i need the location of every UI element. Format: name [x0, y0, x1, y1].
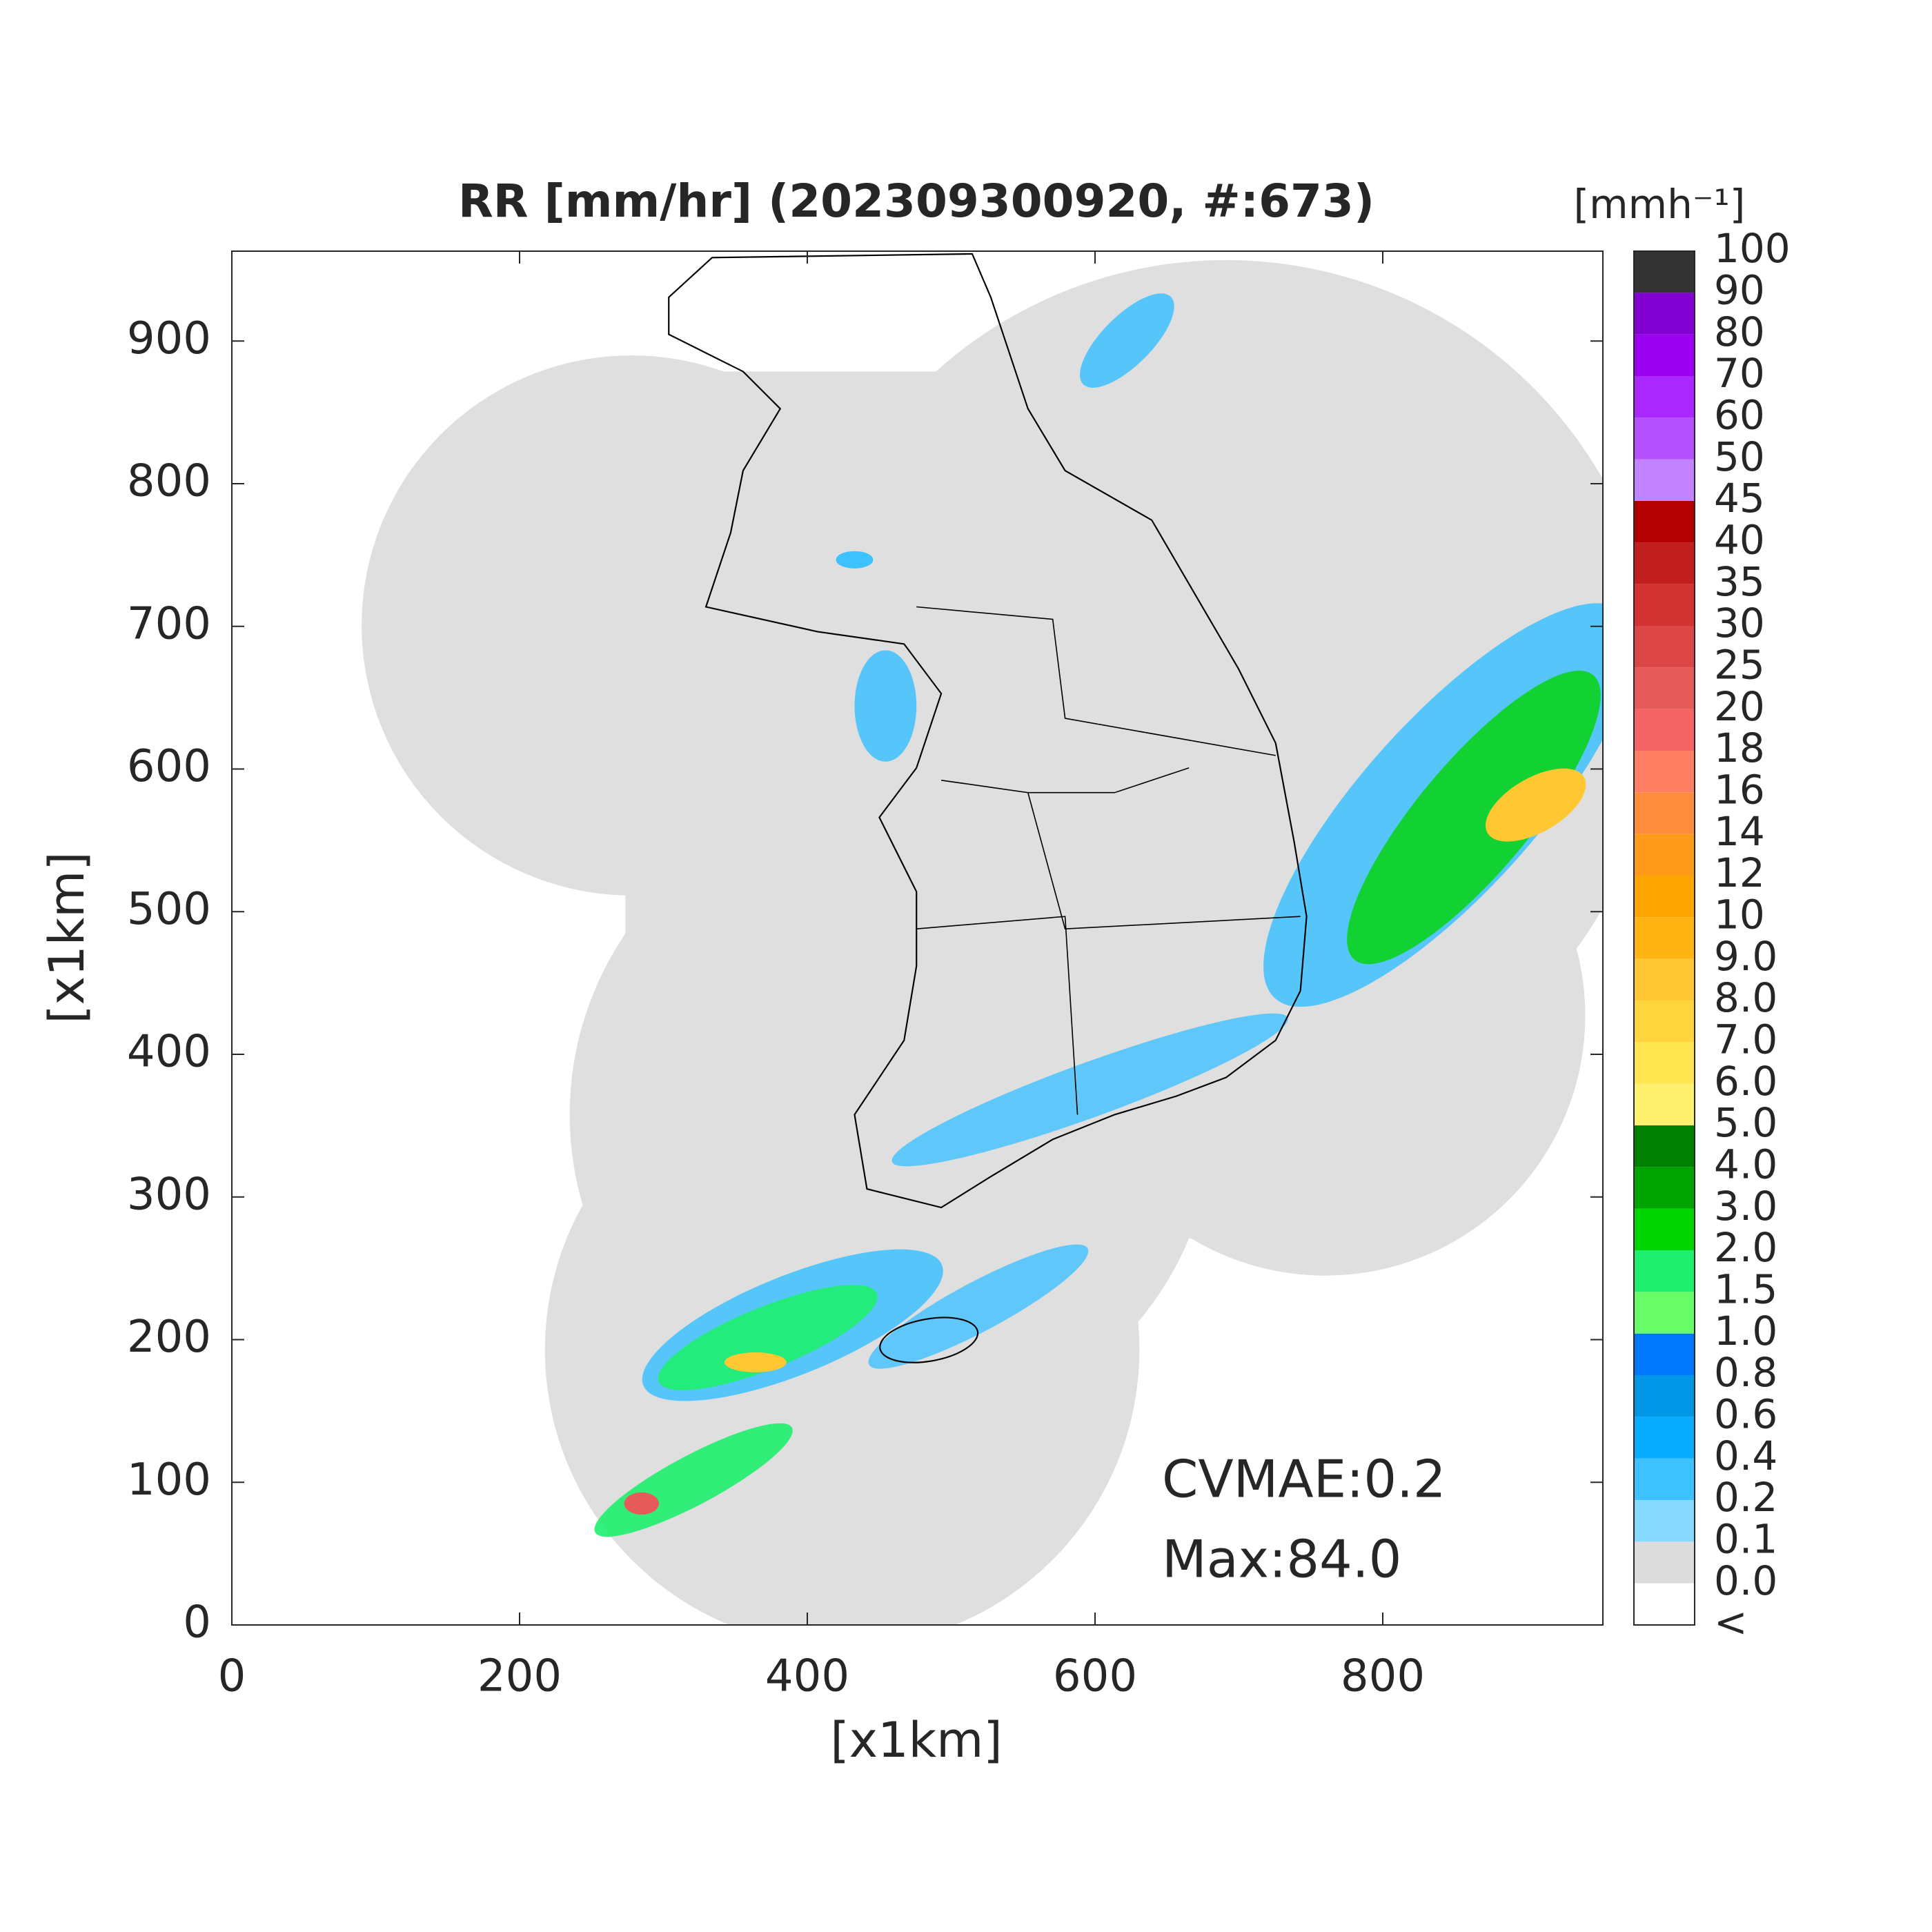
colorbar-tick-label: 45: [1714, 475, 1765, 522]
colorbar-bin: [1634, 1250, 1695, 1292]
colorbar-tick-label: 0.1: [1714, 1515, 1777, 1562]
colorbar-tick-label: 6.0: [1714, 1058, 1777, 1105]
colorbar-tick-label: 16: [1714, 766, 1765, 813]
colorbar-tick-label: 7.0: [1714, 1016, 1777, 1063]
colorbar-tick-label: 18: [1714, 724, 1765, 771]
colorbar-tick-label: 30: [1714, 600, 1765, 647]
jeju-outline: [879, 1317, 979, 1363]
x-tick-label: 400: [765, 1651, 849, 1702]
colorbar-tick-label: 50: [1714, 433, 1765, 480]
colorbar-bin: [1634, 834, 1695, 876]
y-tick-label: 400: [127, 1027, 211, 1078]
colorbar-bin: [1634, 667, 1695, 709]
colorbar-bin: [1634, 584, 1695, 626]
x-tick-label: 0: [218, 1651, 246, 1702]
colorbar-bin: [1634, 1083, 1695, 1125]
colorbar-bin: [1634, 876, 1695, 918]
colorbar-tick-label: 12: [1714, 849, 1765, 896]
colorbar-bin: [1634, 542, 1695, 584]
colorbar-bin: [1634, 1167, 1695, 1209]
colorbar-tick-label: 1.5: [1714, 1265, 1777, 1312]
x-axis-label: [x1km]: [830, 1712, 1002, 1768]
radar-map: [362, 253, 1603, 1625]
colorbar-tick-label: 3.0: [1714, 1183, 1777, 1230]
precip-bands: [594, 293, 1603, 1537]
colorbar-tick-label: 1.0: [1714, 1308, 1777, 1354]
plot-frame: [231, 250, 1604, 1626]
colorbar-tick-label: 2.0: [1714, 1224, 1777, 1271]
x-tick-label: 600: [1053, 1651, 1137, 1702]
y-axis-label: [x1km]: [39, 851, 95, 1023]
colorbar-tick-label: 0.4: [1714, 1432, 1777, 1479]
colorbar-tick-label: 20: [1714, 683, 1765, 730]
x-tick-label: 200: [477, 1651, 562, 1702]
colorbar-tick-label: <: [1714, 1599, 1748, 1646]
chart-title: RR [mm/hr] (202309300920, #:673): [458, 175, 1374, 228]
colorbar-bin: [1634, 417, 1695, 460]
y-tick-label: 200: [127, 1312, 211, 1363]
colorbar-tick-label: 25: [1714, 641, 1765, 688]
colorbar-bin: [1634, 251, 1695, 293]
colorbar-tick-label: 8.0: [1714, 974, 1777, 1021]
colorbar-tick-label: 40: [1714, 516, 1765, 563]
colorbar-bin: [1634, 459, 1695, 501]
colorbar-bin: [1634, 1417, 1695, 1459]
colorbar-tick-label: 14: [1714, 808, 1765, 855]
colorbar-bin: [1634, 709, 1695, 751]
colorbar-tick-label: 0.0: [1714, 1557, 1777, 1604]
x-tick-label: 800: [1341, 1651, 1425, 1702]
annotation: Max:84.0: [1162, 1529, 1401, 1590]
colorbar-bin: [1634, 1000, 1695, 1043]
colorbar-tick-label: 10: [1714, 891, 1765, 938]
colorbar-bin: [1634, 1500, 1695, 1542]
colorbar-tick-label: 0.8: [1714, 1349, 1777, 1396]
colorbar-bin: [1634, 334, 1695, 376]
colorbar-tick-label: 0.6: [1714, 1390, 1777, 1437]
y-tick-label: 500: [127, 884, 211, 935]
colorbar-bin: [1634, 1292, 1695, 1334]
y-tick-label: 0: [183, 1597, 211, 1648]
annotation: CVMAE:0.2: [1162, 1449, 1446, 1510]
colorbar-tick-label: 100: [1714, 225, 1791, 272]
coastline: [668, 253, 1308, 1209]
y-tick-label: 700: [127, 598, 211, 649]
colorbar-bin: [1634, 1333, 1695, 1375]
colorbar-tick-label: 70: [1714, 350, 1765, 397]
colorbar-tick-label: 9.0: [1714, 933, 1777, 980]
radar-coverage: [362, 260, 1603, 1625]
colorbar-bin: [1634, 1042, 1695, 1084]
colorbar-tick-label: 90: [1714, 266, 1765, 313]
colorbar-bin: [1634, 293, 1695, 335]
colorbar-bin: [1634, 917, 1695, 959]
y-tick-label: 800: [127, 456, 211, 507]
colorbar-tick-label: 60: [1714, 391, 1765, 438]
colorbar-bin: [1634, 1541, 1695, 1584]
colorbar-tick-label: 5.0: [1714, 1099, 1777, 1146]
y-tick-label: 300: [127, 1169, 211, 1220]
colorbar-tick-label: 0.2: [1714, 1474, 1777, 1521]
colorbar-frame: [1633, 250, 1695, 1626]
colorbar-bin: [1634, 1208, 1695, 1250]
colorbar-tick-label: 35: [1714, 558, 1765, 605]
colorbar-bin: [1634, 751, 1695, 793]
colorbar-bin: [1634, 1125, 1695, 1167]
colorbar-bin: [1634, 376, 1695, 418]
colorbar-tick-label: 4.0: [1714, 1141, 1777, 1187]
colorbar-bin: [1634, 626, 1695, 668]
colorbar-bin: [1634, 1583, 1695, 1625]
colorbar-bin: [1634, 792, 1695, 834]
y-tick-label: 600: [127, 741, 211, 792]
colorbar-label: [mmh⁻¹]: [1574, 181, 1746, 228]
colorbar-bin: [1634, 958, 1695, 1000]
colorbar-tick-label: 80: [1714, 308, 1765, 355]
colorbar-bin: [1634, 1375, 1695, 1417]
province-borders: [916, 606, 1301, 1115]
y-tick-label: 900: [127, 313, 211, 364]
colorbar-bin: [1634, 1458, 1695, 1500]
y-tick-label: 100: [127, 1455, 211, 1506]
colorbar-bin: [1634, 501, 1695, 543]
